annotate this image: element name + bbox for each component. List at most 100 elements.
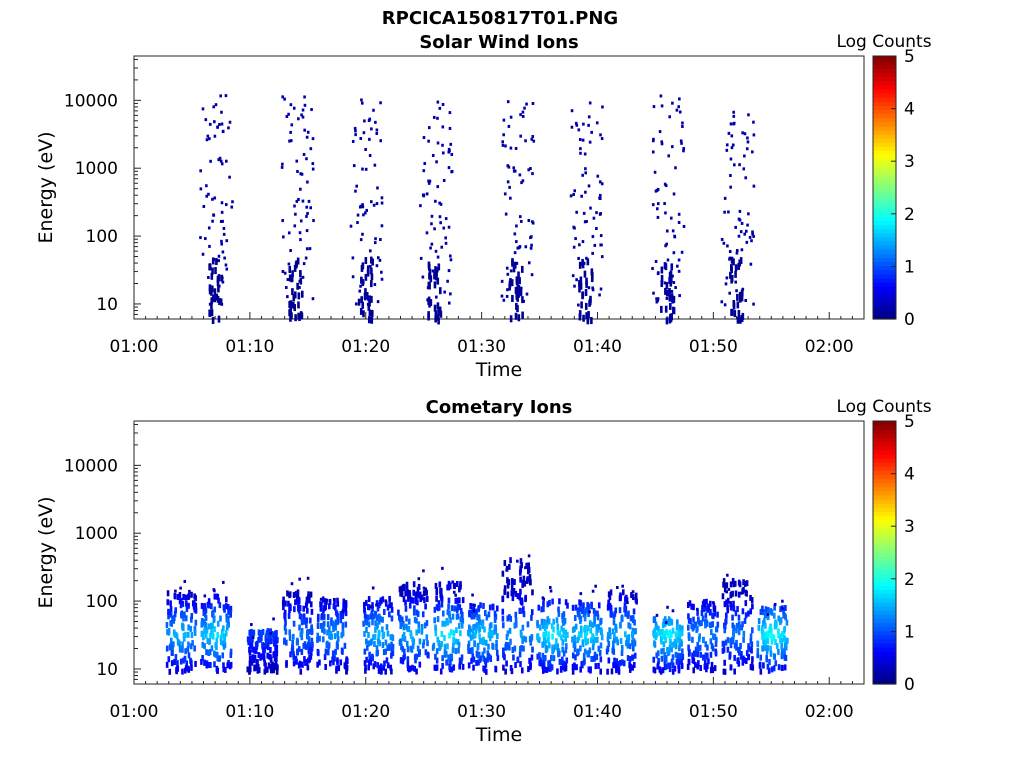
count-cell xyxy=(455,613,459,620)
count-cell xyxy=(220,628,224,635)
count-cell xyxy=(670,631,673,638)
count-cell xyxy=(398,639,402,646)
figure-title: RPCICA150817T01.PNG xyxy=(382,8,618,29)
count-cell xyxy=(474,632,477,639)
colorbar-segment xyxy=(873,655,896,660)
count-cell xyxy=(422,169,426,173)
count-cell xyxy=(581,138,585,142)
count-cell xyxy=(631,645,635,652)
count-cell xyxy=(369,264,372,268)
colorbar-segment xyxy=(873,261,896,267)
count-cell xyxy=(297,598,301,605)
count-cell xyxy=(327,603,331,610)
count-cell xyxy=(405,581,409,588)
count-cell xyxy=(512,265,516,273)
count-cell xyxy=(293,291,297,299)
count-cell xyxy=(586,258,590,266)
count-cell xyxy=(216,295,220,303)
count-cell xyxy=(751,232,754,236)
count-cell xyxy=(696,663,700,670)
count-cell xyxy=(190,664,193,671)
count-cell xyxy=(398,586,402,593)
count-cell xyxy=(289,651,292,658)
count-cell xyxy=(483,609,487,616)
count-cell xyxy=(728,651,732,658)
count-cell xyxy=(300,172,304,176)
count-cell xyxy=(438,306,442,314)
count-cell xyxy=(688,600,692,607)
count-cell xyxy=(203,618,207,625)
count-cell xyxy=(286,295,289,299)
colorbar-segment xyxy=(873,216,896,221)
count-cell xyxy=(733,654,736,661)
colorbar-segment xyxy=(873,564,896,570)
count-cell xyxy=(652,632,656,639)
count-cell xyxy=(726,604,729,611)
count-cell xyxy=(542,606,545,613)
count-cell xyxy=(667,631,671,638)
count-cell xyxy=(563,617,567,624)
count-cell xyxy=(184,631,187,638)
count-cell xyxy=(182,657,185,664)
count-cell xyxy=(268,628,271,635)
count-cell xyxy=(762,640,766,647)
count-cell xyxy=(364,257,368,265)
count-cell xyxy=(572,225,576,229)
count-cell xyxy=(201,654,204,661)
count-cell xyxy=(415,629,418,636)
count-cell xyxy=(221,130,225,134)
count-cell xyxy=(351,256,355,260)
x-tick-label: 01:10 xyxy=(225,702,274,722)
count-cell xyxy=(288,603,292,610)
count-cell xyxy=(419,596,422,603)
count-cell xyxy=(608,603,612,610)
y-axis-label: Energy (eV) xyxy=(35,131,57,243)
count-cell xyxy=(765,648,769,655)
count-cell xyxy=(706,663,709,670)
count-cell xyxy=(598,649,602,656)
count-cell xyxy=(283,612,287,619)
count-cell xyxy=(523,106,526,110)
x-tick-label: 01:10 xyxy=(225,337,274,357)
count-cell xyxy=(351,275,355,279)
count-cell xyxy=(628,655,632,662)
count-cell xyxy=(184,648,187,655)
count-cell xyxy=(183,579,187,583)
count-cell xyxy=(700,620,703,627)
count-cell xyxy=(687,634,691,641)
count-cell xyxy=(707,658,710,665)
count-cell xyxy=(225,267,229,271)
count-cell xyxy=(203,594,207,598)
count-cell xyxy=(266,644,270,651)
count-cell xyxy=(680,640,683,647)
colorbar-segment xyxy=(873,298,896,304)
count-cell xyxy=(400,585,404,592)
count-cell xyxy=(564,665,568,672)
count-cell xyxy=(289,139,293,143)
count-cell xyxy=(421,275,425,279)
count-cell xyxy=(298,231,302,235)
count-cell xyxy=(469,602,472,609)
count-cell xyxy=(501,622,505,629)
count-cell xyxy=(690,603,693,610)
count-cell xyxy=(596,174,600,178)
count-cell xyxy=(713,605,717,612)
count-cell xyxy=(406,591,410,595)
count-cell xyxy=(777,648,780,655)
colorbar-tick-label: 3 xyxy=(904,152,915,172)
count-cell xyxy=(628,643,632,650)
count-cell xyxy=(543,666,547,673)
count-cell xyxy=(741,287,745,291)
count-cell xyxy=(226,615,230,622)
count-cell xyxy=(521,296,524,304)
count-cell xyxy=(231,200,234,204)
x-tick-label: 02:00 xyxy=(805,337,854,357)
count-cell xyxy=(213,650,216,657)
count-cell xyxy=(380,597,383,604)
count-cell xyxy=(341,613,345,620)
count-cell xyxy=(528,635,532,642)
count-cell xyxy=(513,261,517,269)
x-axis-label: Time xyxy=(475,359,523,381)
count-cell xyxy=(431,154,435,158)
count-cell xyxy=(371,586,375,590)
